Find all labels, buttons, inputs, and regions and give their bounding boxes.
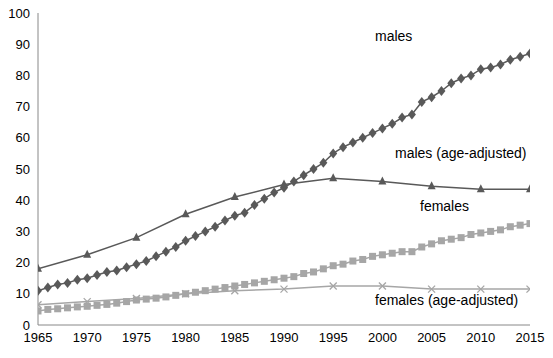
svg-text:60: 60 — [16, 130, 30, 145]
svg-text:1975: 1975 — [122, 330, 151, 345]
svg-text:1995: 1995 — [319, 330, 348, 345]
svg-text:30: 30 — [16, 224, 30, 239]
svg-text:2005: 2005 — [417, 330, 446, 345]
svg-text:2000: 2000 — [368, 330, 397, 345]
svg-text:1985: 1985 — [220, 330, 249, 345]
svg-text:90: 90 — [16, 37, 30, 52]
html-text:females: females — [420, 198, 469, 214]
svg-text:70: 70 — [16, 99, 30, 114]
svg-text:20: 20 — [16, 255, 30, 270]
svg-text:40: 40 — [16, 193, 30, 208]
svg-text:2015: 2015 — [516, 330, 545, 345]
svg-text:1970: 1970 — [73, 330, 102, 345]
html-text:females (age-adjusted): females (age-adjusted) — [375, 292, 519, 308]
svg-text:50: 50 — [16, 162, 30, 177]
svg-text:1965: 1965 — [23, 330, 53, 346]
svg-text:100: 100 — [8, 8, 30, 21]
svg-text:10: 10 — [16, 286, 30, 301]
svg-text:80: 80 — [16, 68, 30, 83]
html-text:males: males — [375, 28, 413, 44]
svg-text:2010: 2010 — [466, 330, 495, 345]
svg-text:0: 0 — [23, 318, 30, 333]
html-text:males (age-adjusted): males (age-adjusted) — [395, 145, 527, 161]
svg-text:1990: 1990 — [270, 330, 299, 345]
svg-text:1980: 1980 — [171, 330, 200, 345]
